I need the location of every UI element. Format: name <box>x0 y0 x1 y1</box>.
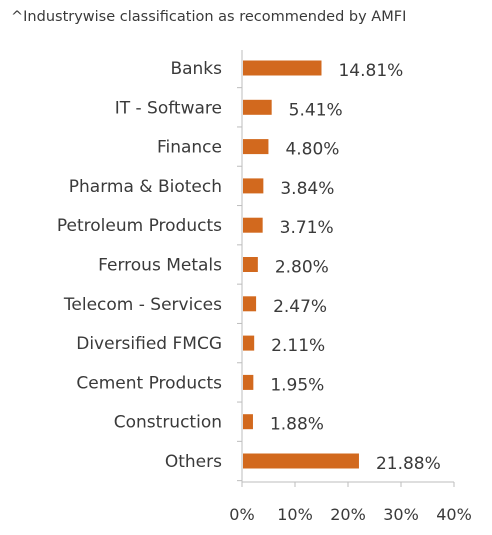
value-label: 5.41% <box>289 100 343 120</box>
chart-labels: Banks 14.81% IT - Software 5.41% Finance 4.80… <box>57 59 441 474</box>
value-label: 21.88% <box>376 454 441 474</box>
category-label: Banks <box>170 59 222 79</box>
x-tick-label: 20% <box>330 505 366 524</box>
bar <box>243 296 257 312</box>
category-label: Others <box>165 452 222 472</box>
value-label: 4.80% <box>285 140 339 160</box>
value-label: 1.95% <box>270 375 324 395</box>
value-label: 3.71% <box>280 218 334 238</box>
value-label: 2.11% <box>271 336 325 356</box>
category-label: Diversified FMCG <box>76 334 222 354</box>
bar <box>243 217 263 233</box>
value-label: 2.47% <box>273 297 327 317</box>
x-tick-label: 40% <box>436 505 472 524</box>
x-tick-label: 0% <box>229 505 254 524</box>
bar <box>243 139 269 155</box>
value-label: 2.80% <box>275 258 329 278</box>
category-label: Telecom - Services <box>63 295 222 315</box>
category-label: Construction <box>114 413 222 433</box>
value-label: 3.84% <box>280 179 334 199</box>
category-label: Pharma & Biotech <box>69 177 222 197</box>
bar <box>243 453 359 469</box>
bar <box>243 335 255 351</box>
bar <box>243 257 258 272</box>
value-label: 1.88% <box>270 415 324 435</box>
category-label: Petroleum Products <box>57 216 222 236</box>
x-tick-label: 30% <box>383 505 419 524</box>
chart-bars <box>243 60 359 469</box>
bar <box>243 99 272 115</box>
category-label: IT - Software <box>115 98 222 118</box>
classification-note: ^Industrywise classification as recommen… <box>11 9 407 25</box>
x-tick-label: 10% <box>277 505 313 524</box>
category-label: Finance <box>157 138 222 158</box>
bar <box>243 60 322 76</box>
category-label: Ferrous Metals <box>98 256 222 276</box>
bar <box>243 178 264 194</box>
category-label: Cement Products <box>76 373 222 393</box>
value-label: 14.81% <box>338 61 403 81</box>
bar <box>243 414 253 430</box>
bar <box>243 374 254 390</box>
chart-axes: 0% 10% 20% 30% 40% <box>229 50 472 524</box>
